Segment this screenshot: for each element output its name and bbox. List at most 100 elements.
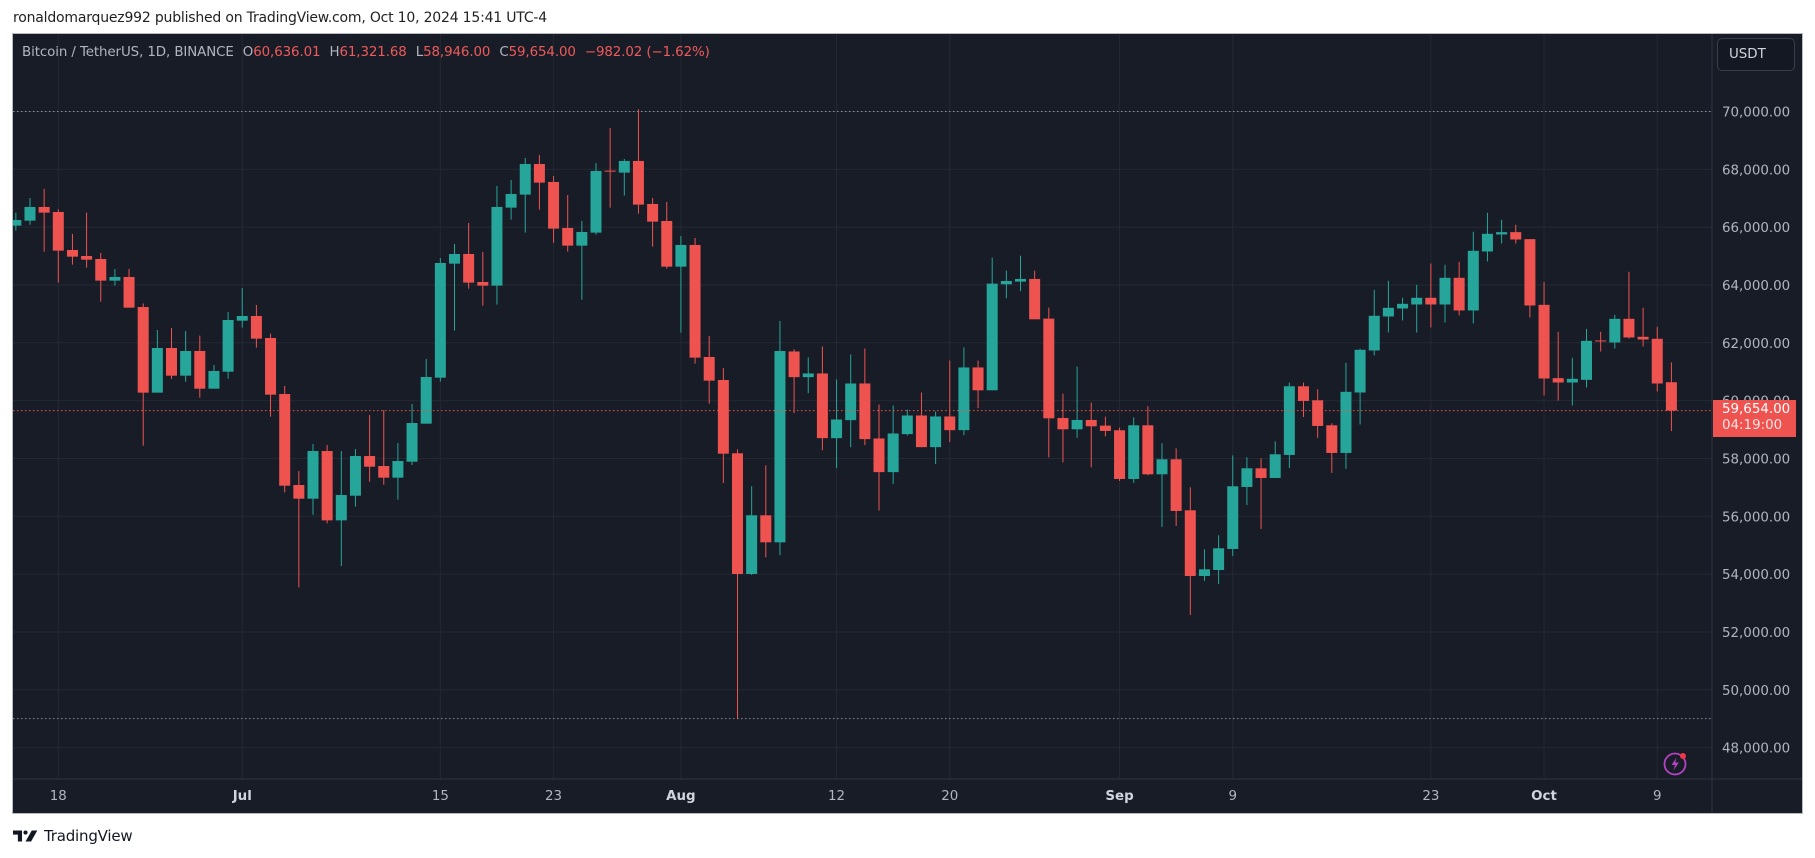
candle[interactable]: [335, 495, 347, 521]
candle[interactable]: [618, 160, 630, 173]
tradingview-footer-link[interactable]: TradingView: [13, 826, 133, 846]
candle[interactable]: [449, 253, 460, 264]
candle[interactable]: [1170, 459, 1182, 511]
candle[interactable]: [816, 373, 828, 439]
candle[interactable]: [562, 227, 574, 246]
candle[interactable]: [717, 380, 729, 454]
candle[interactable]: [661, 220, 673, 267]
candle[interactable]: [1099, 425, 1111, 431]
candle[interactable]: [958, 367, 970, 431]
candle[interactable]: [392, 461, 404, 478]
candle[interactable]: [1227, 486, 1239, 549]
candle[interactable]: [590, 170, 602, 233]
candle[interactable]: [1184, 510, 1196, 576]
candle[interactable]: [463, 253, 475, 283]
candle[interactable]: [364, 456, 376, 467]
candle[interactable]: [1595, 340, 1607, 342]
candle[interactable]: [746, 515, 758, 574]
candle[interactable]: [1397, 303, 1409, 309]
candle[interactable]: [1029, 278, 1041, 320]
candle[interactable]: [66, 249, 78, 257]
candle[interactable]: [1340, 391, 1352, 453]
candle[interactable]: [519, 163, 531, 195]
candle[interactable]: [604, 170, 616, 172]
candle[interactable]: [1453, 277, 1465, 311]
candle[interactable]: [1241, 468, 1253, 487]
candle[interactable]: [845, 383, 857, 421]
candle[interactable]: [137, 306, 149, 393]
candle[interactable]: [477, 281, 489, 286]
lightning-bolt-icon[interactable]: [1663, 750, 1689, 776]
candle[interactable]: [109, 276, 121, 281]
candle[interactable]: [774, 351, 786, 543]
candle[interactable]: [13, 219, 22, 226]
candle[interactable]: [1637, 336, 1649, 340]
candle[interactable]: [1382, 307, 1394, 317]
candle[interactable]: [1510, 232, 1522, 240]
candle[interactable]: [406, 423, 418, 462]
candle[interactable]: [208, 371, 220, 389]
candle[interactable]: [901, 415, 913, 435]
candle[interactable]: [123, 276, 135, 308]
candle[interactable]: [378, 466, 390, 478]
candle[interactable]: [194, 351, 206, 389]
candle[interactable]: [151, 347, 163, 393]
candle[interactable]: [986, 283, 998, 391]
candle[interactable]: [1566, 378, 1578, 383]
candle[interactable]: [873, 438, 885, 473]
candle[interactable]: [1142, 425, 1154, 475]
candle[interactable]: [236, 315, 248, 321]
candle[interactable]: [1496, 232, 1508, 235]
candle[interactable]: [887, 433, 899, 473]
candle[interactable]: [1283, 386, 1295, 455]
candle[interactable]: [250, 315, 262, 339]
candle[interactable]: [1368, 315, 1380, 351]
candle[interactable]: [1552, 378, 1564, 383]
candle[interactable]: [420, 376, 432, 424]
candle[interactable]: [24, 206, 36, 221]
candle[interactable]: [831, 419, 843, 439]
candle[interactable]: [95, 258, 107, 281]
candle[interactable]: [166, 347, 177, 376]
currency-button[interactable]: USDT: [1717, 38, 1795, 71]
candle[interactable]: [321, 451, 333, 521]
candle[interactable]: [1085, 419, 1097, 427]
symbol-title[interactable]: Bitcoin / TetherUS, 1D, BINANCE: [22, 45, 234, 60]
candle[interactable]: [1538, 304, 1550, 379]
candle[interactable]: [279, 393, 291, 486]
candle[interactable]: [1425, 297, 1437, 305]
candle[interactable]: [1198, 569, 1210, 576]
candle[interactable]: [1467, 250, 1479, 311]
candle[interactable]: [1326, 425, 1338, 453]
candle[interactable]: [1156, 459, 1168, 475]
candle[interactable]: [703, 356, 715, 381]
candle[interactable]: [1623, 318, 1635, 338]
candle[interactable]: [434, 262, 446, 378]
candle[interactable]: [52, 211, 64, 251]
candle[interactable]: [1043, 318, 1055, 419]
candle[interactable]: [180, 351, 192, 376]
candle[interactable]: [1439, 277, 1451, 305]
candle[interactable]: [1411, 297, 1423, 305]
candle[interactable]: [1481, 233, 1493, 252]
candle[interactable]: [349, 456, 361, 496]
candle[interactable]: [1213, 548, 1225, 570]
candle[interactable]: [1354, 349, 1366, 393]
candle[interactable]: [222, 320, 234, 372]
candle[interactable]: [689, 244, 701, 358]
candle[interactable]: [505, 193, 517, 208]
candle[interactable]: [1000, 280, 1012, 285]
candle[interactable]: [1071, 419, 1083, 430]
candle[interactable]: [1114, 430, 1126, 479]
candle[interactable]: [1609, 318, 1621, 343]
candle[interactable]: [930, 416, 942, 448]
candle[interactable]: [915, 415, 927, 448]
candlestick-chart[interactable]: 70,000.00 68,000.00 66,000.00 64,000.00 62,0…: [13, 34, 1802, 813]
candle[interactable]: [760, 515, 772, 543]
candle[interactable]: [972, 367, 984, 391]
candle[interactable]: [576, 231, 588, 246]
candle[interactable]: [293, 485, 305, 499]
candle[interactable]: [1057, 417, 1069, 430]
candle[interactable]: [1269, 454, 1281, 478]
candle[interactable]: [265, 337, 277, 395]
